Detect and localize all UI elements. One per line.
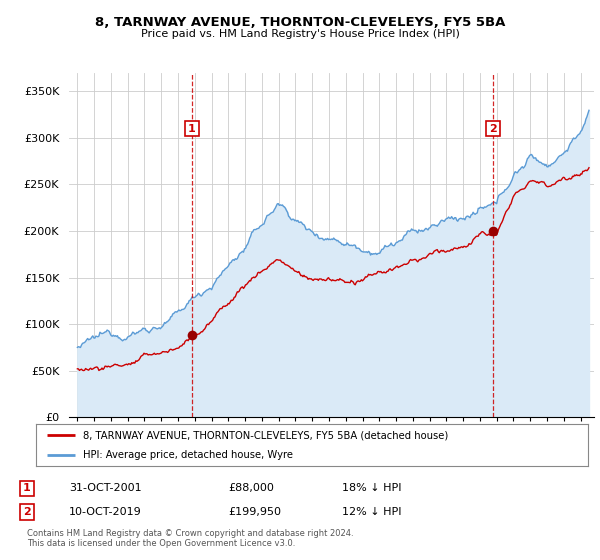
Text: £88,000: £88,000	[228, 483, 274, 493]
Text: 2: 2	[489, 124, 497, 134]
Text: 18% ↓ HPI: 18% ↓ HPI	[342, 483, 401, 493]
Text: Contains HM Land Registry data © Crown copyright and database right 2024.
This d: Contains HM Land Registry data © Crown c…	[27, 529, 353, 548]
Text: Price paid vs. HM Land Registry's House Price Index (HPI): Price paid vs. HM Land Registry's House …	[140, 29, 460, 39]
Text: £199,950: £199,950	[228, 507, 281, 517]
Text: 10-OCT-2019: 10-OCT-2019	[69, 507, 142, 517]
Text: 12% ↓ HPI: 12% ↓ HPI	[342, 507, 401, 517]
Text: 8, TARNWAY AVENUE, THORNTON-CLEVELEYS, FY5 5BA: 8, TARNWAY AVENUE, THORNTON-CLEVELEYS, F…	[95, 16, 505, 29]
Text: 31-OCT-2001: 31-OCT-2001	[69, 483, 142, 493]
Text: 2: 2	[23, 507, 31, 517]
Text: 8, TARNWAY AVENUE, THORNTON-CLEVELEYS, FY5 5BA (detached house): 8, TARNWAY AVENUE, THORNTON-CLEVELEYS, F…	[83, 430, 448, 440]
Text: 1: 1	[23, 483, 31, 493]
Text: 1: 1	[188, 124, 196, 134]
Text: HPI: Average price, detached house, Wyre: HPI: Average price, detached house, Wyre	[83, 450, 293, 460]
